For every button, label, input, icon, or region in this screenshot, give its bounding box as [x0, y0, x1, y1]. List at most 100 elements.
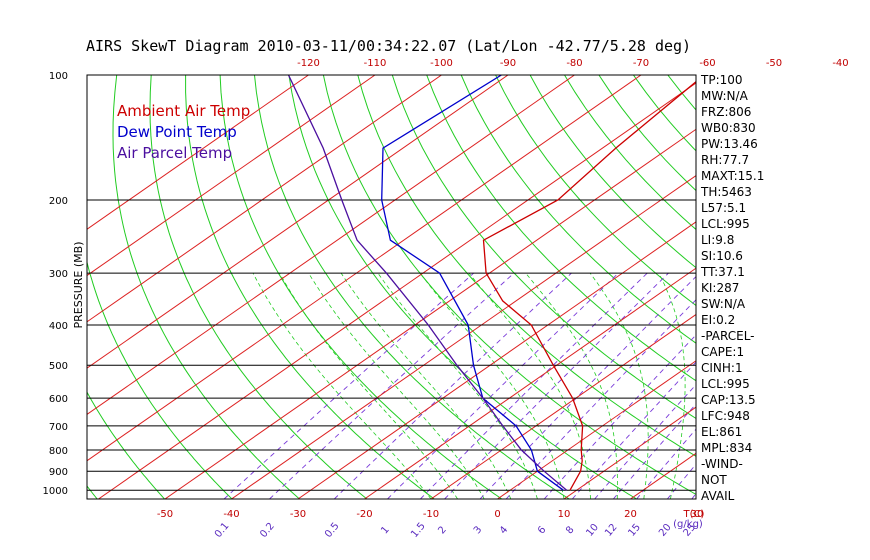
dry-adiabat-line: [771, 75, 870, 499]
stability-index-label: LCL:995: [701, 217, 750, 231]
mixing-ratio-label: 8: [564, 524, 577, 536]
top-temp-tick-label: -120: [297, 58, 320, 69]
isotherm-line: [98, 82, 696, 499]
mixing-ratio-line: [444, 272, 669, 499]
moist-adiabat-line: [279, 272, 458, 499]
legend-label: Dew Point Temp: [117, 123, 237, 141]
mixing-ratio-label: 0.5: [323, 521, 342, 540]
isotherm-line: [430, 313, 696, 499]
dry-adiabat-line: [840, 75, 870, 499]
stability-index-label: WB0:830: [701, 121, 756, 135]
moist-adiabat-line: [777, 273, 870, 499]
mixing-ratio-label: 6: [536, 524, 549, 536]
pressure-tick-label: 400: [49, 321, 68, 332]
pressure-tick-label: 200: [49, 196, 68, 207]
pressure-tick-label: 100: [49, 71, 68, 82]
bottom-temp-tick-label: -40: [223, 509, 239, 520]
top-temp-tick-label: -50: [766, 58, 782, 69]
legend-label: Air Parcel Temp: [117, 144, 232, 162]
stability-index-label: TP:100: [700, 73, 743, 87]
moist-adiabat-line: [525, 272, 618, 499]
moist-adiabat-line: [658, 272, 686, 499]
bottom-temp-tick-label: 0: [494, 509, 500, 520]
mixing-ratio-label: 2: [436, 524, 449, 536]
pressure-tick-label: 300: [49, 269, 68, 280]
stability-index-label: LI:9.8: [701, 233, 734, 247]
mixing-ratio-line: [745, 273, 870, 499]
stability-index-label: MAXT:15.1: [701, 169, 764, 183]
moist-adiabat-line: [340, 272, 512, 499]
stability-index-label: -WIND-: [701, 457, 743, 471]
dry-adiabat-line: [288, 75, 637, 499]
mixing-ratio-label: 3: [472, 524, 485, 536]
stability-index-label: CAPE:1: [701, 345, 744, 359]
bottom-temp-tick-label: 10: [558, 509, 571, 520]
stability-index-label: TH:5463: [700, 185, 752, 199]
stability-index-label: SI:10.6: [701, 249, 743, 263]
stability-index-label: SW:N/A: [701, 297, 746, 311]
dry-adiabat-line: [149, 75, 368, 499]
stability-index-label: FRZ:806: [701, 105, 751, 119]
mixing-ratio-line: [420, 272, 648, 499]
bottom-temp-tick-label: 30: [691, 509, 704, 520]
moist-adiabat-line: [308, 272, 485, 499]
isotherm-line: [563, 406, 696, 499]
isotherm-line: [764, 75, 870, 499]
mixing-ratio-label: 20: [657, 522, 674, 539]
top-temp-tick-label: -70: [633, 58, 649, 69]
dry-adiabat-line: [667, 75, 696, 111]
moist-adiabat-line: [252, 272, 432, 499]
top-temp-tick-label: -110: [364, 58, 387, 69]
plot-frame: [86, 74, 697, 500]
isotherm-line: [164, 128, 696, 499]
stability-index-label: LFC:948: [701, 409, 750, 423]
dry-adiabat-line: [87, 260, 233, 499]
top-temp-tick-label: -100: [430, 58, 453, 69]
dry-adiabat-line: [529, 75, 696, 269]
mixing-ratio-line: [333, 272, 572, 499]
legend-label: Ambient Air Temp: [117, 102, 250, 120]
mixing-ratio-label: 1.5: [409, 521, 428, 540]
isotherm-line: [87, 75, 309, 230]
parcel-temp-line: [287, 75, 568, 491]
dry-adiabat-line: [495, 75, 696, 307]
mixing-ratio-line: [594, 383, 696, 499]
isotherm-line: [87, 75, 509, 369]
isotherm-line: [364, 267, 696, 499]
stability-index-label: NOT: [701, 473, 727, 487]
stability-index-label: PW:13.46: [701, 137, 758, 151]
pressure-tick-label: 1000: [43, 486, 68, 497]
mixing-ratio-label: 0.1: [213, 521, 232, 540]
moist-adiabat-line: [589, 272, 649, 499]
bottom-temp-tick-label: -30: [290, 509, 306, 520]
stability-index-label: EI:0.2: [701, 313, 735, 327]
stability-index-label: LCL:995: [701, 377, 750, 391]
mixing-ratio-label: 1: [379, 524, 392, 536]
mixing-ratio-line: [612, 403, 696, 499]
stability-index-label: TT:37.1: [700, 265, 745, 279]
isotherm-line: [87, 75, 642, 462]
bottom-temp-tick-label: 20: [624, 509, 637, 520]
pressure-tick-label: 700: [49, 422, 68, 433]
dry-adiabat-line: [87, 391, 165, 499]
mixing-ratio-label: 0.2: [258, 521, 277, 540]
mixing-ratio-label: 15: [626, 522, 643, 539]
mixing-ratio-label: 10: [584, 522, 601, 539]
dry-adiabat-line: [460, 75, 696, 344]
moist-adiabat-line: [377, 272, 538, 499]
isotherm-line: [830, 75, 870, 499]
mixing-ratio-label: 4: [498, 524, 511, 536]
dry-adiabat-line: [185, 75, 435, 499]
pressure-tick-label: 900: [49, 467, 68, 478]
stability-index-label: EL:861: [701, 425, 742, 439]
stability-index-label: RH:77.7: [701, 153, 749, 167]
pressure-tick-label: 600: [49, 394, 68, 405]
isotherm-line: [497, 360, 696, 499]
top-temp-tick-label: -60: [699, 58, 715, 69]
stability-index-label: MPL:834: [701, 441, 752, 455]
bottom-temp-tick-label: -10: [423, 509, 439, 520]
top-temp-tick-label: -40: [832, 58, 848, 69]
dry-adiabat-line: [806, 75, 870, 499]
stability-index-label: MW:N/A: [701, 89, 749, 103]
mixing-ratio-line: [571, 361, 696, 499]
